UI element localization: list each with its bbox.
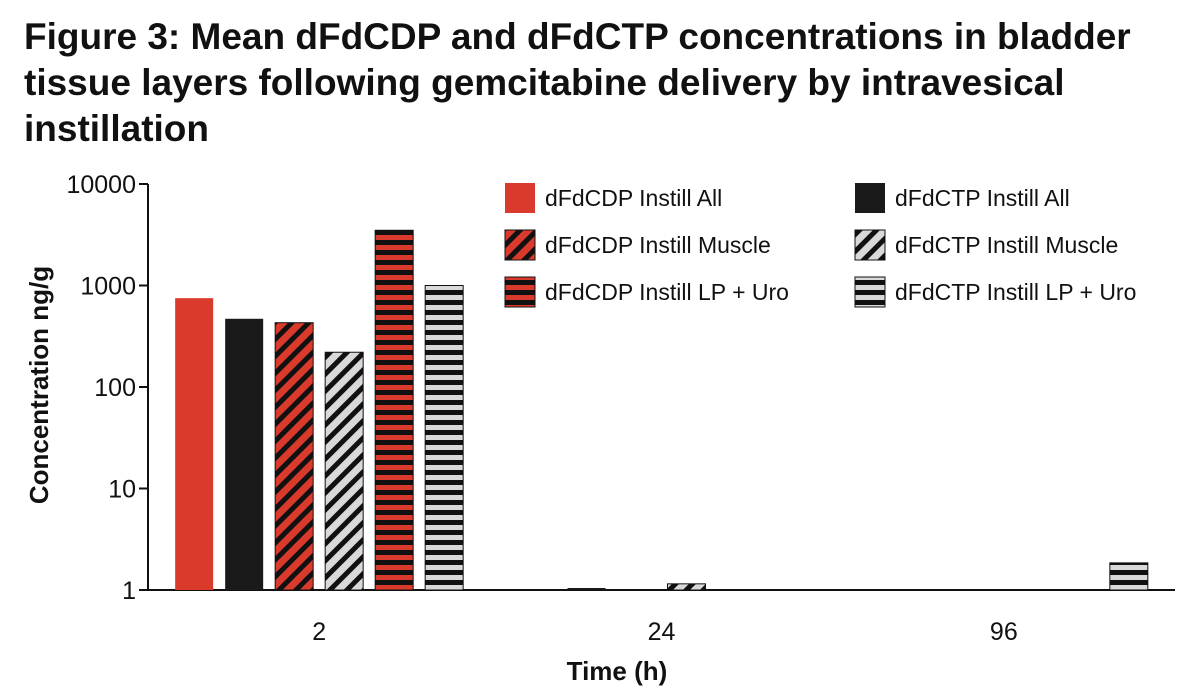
x-tick-label: 24 <box>648 618 676 646</box>
bar-24h-dfdctp-instill-all <box>567 588 606 590</box>
legend-item: dFdCTP Instill LP + Uro <box>854 276 1136 308</box>
legend-item: dFdCDP Instill LP + Uro <box>504 276 789 308</box>
legend-swatch <box>854 276 886 308</box>
chart-legend: dFdCDP Instill All dFdCTP Instill All dFdC… <box>504 183 1136 308</box>
legend-swatch <box>504 229 536 261</box>
y-axis-label: Concentration ng/g <box>24 266 54 504</box>
legend-label: dFdCDP Instill Muscle <box>545 232 771 258</box>
bar-2h-dfdctp-instill-lp-uro <box>424 285 464 591</box>
legend-item: dFdCDP Instill All <box>505 183 722 213</box>
y-tick-label: 10000 <box>66 171 136 199</box>
chart-bars <box>175 229 1149 591</box>
legend-item: dFdCTP Instill All <box>855 183 1070 213</box>
x-axis-label: Time (h) <box>567 656 668 686</box>
legend-item: dFdCDP Instill Muscle <box>504 229 771 261</box>
y-tick-label: 10 <box>108 476 136 504</box>
x-tick-label: 96 <box>990 618 1018 646</box>
bar-2h-dfdctp-instill-muscle <box>324 351 364 591</box>
legend-swatch <box>855 183 885 213</box>
x-tick-label: 2 <box>312 618 326 646</box>
y-tick-label: 1000 <box>80 273 136 301</box>
legend-swatch <box>505 183 535 213</box>
y-tick-label: 1 <box>122 577 136 605</box>
legend-label: dFdCTP Instill All <box>895 185 1070 211</box>
bar-2h-dfdctp-instill-all <box>225 318 264 590</box>
legend-label: dFdCDP Instill All <box>545 185 722 211</box>
bar-96h-dfdctp-instill-lp-uro <box>1109 562 1149 591</box>
bar-24h-dfdctp-instill-muscle <box>667 583 706 591</box>
legend-swatch <box>854 229 886 261</box>
bar-2h-dfdcdp-instill-muscle <box>274 322 314 591</box>
legend-label: dFdCTP Instill Muscle <box>895 232 1118 258</box>
bar-2h-dfdcdp-instill-lp-uro <box>374 229 414 591</box>
legend-label: dFdCDP Instill LP + Uro <box>545 279 789 305</box>
y-tick-label: 100 <box>94 374 136 402</box>
chart-axes: 1 10 100 1000 10000 2 24 96 <box>66 171 1175 646</box>
legend-swatch <box>504 276 536 308</box>
figure-title: Figure 3: Mean dFdCDP and dFdCTP concent… <box>24 16 1131 149</box>
legend-label: dFdCTP Instill LP + Uro <box>895 279 1136 305</box>
legend-item: dFdCTP Instill Muscle <box>854 229 1118 261</box>
bar-2h-dfdcdp-instill-all <box>175 298 214 590</box>
